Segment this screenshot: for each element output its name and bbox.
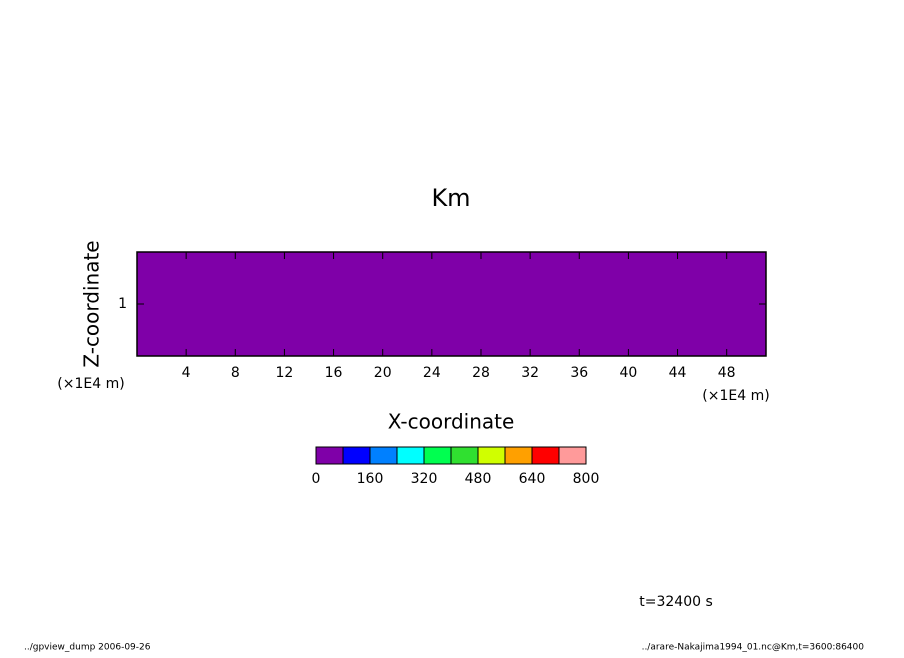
colorbar-tick-label: 160 bbox=[357, 471, 384, 487]
x-tick-label: 28 bbox=[472, 365, 490, 381]
colorbar-box bbox=[369, 446, 398, 465]
colorbar-box bbox=[531, 446, 560, 465]
colorbar-box bbox=[477, 446, 506, 465]
colorbar-box bbox=[423, 446, 452, 465]
y-unit: (×1E4 m) bbox=[57, 376, 124, 392]
y-axis-label: Z-coordinate bbox=[80, 240, 104, 367]
colorbar-box bbox=[450, 446, 479, 465]
x-axis-label: X-coordinate bbox=[388, 410, 515, 434]
x-tick-label: 24 bbox=[423, 365, 441, 381]
chart-title: Km bbox=[431, 184, 470, 212]
x-tick-label: 48 bbox=[718, 365, 736, 381]
x-tick-label: 4 bbox=[182, 365, 191, 381]
colorbar-tick-label: 800 bbox=[573, 471, 600, 487]
y-tick-label: 1 bbox=[118, 296, 127, 312]
x-tick-label: 36 bbox=[570, 365, 588, 381]
colorbar-tick-label: 640 bbox=[519, 471, 546, 487]
x-tick-label: 12 bbox=[276, 365, 294, 381]
x-tick-label: 8 bbox=[231, 365, 240, 381]
colorbar-tick-label: 0 bbox=[312, 471, 321, 487]
x-tick-label: 40 bbox=[619, 365, 637, 381]
colorbar-tick-label: 480 bbox=[465, 471, 492, 487]
x-tick-label: 44 bbox=[669, 365, 687, 381]
colorbar-box bbox=[342, 446, 371, 465]
x-unit: (×1E4 m) bbox=[702, 388, 769, 404]
colorbar-tick-label: 320 bbox=[411, 471, 438, 487]
colorbar-box bbox=[504, 446, 533, 465]
colorbar-box bbox=[396, 446, 425, 465]
footer-left: ../gpview_dump 2006-09-26 bbox=[24, 643, 151, 653]
field-background bbox=[137, 252, 766, 356]
x-tick-label: 16 bbox=[325, 365, 343, 381]
x-tick-label: 20 bbox=[374, 365, 392, 381]
colorbar-box bbox=[558, 446, 587, 465]
time-label: t=32400 s bbox=[639, 594, 713, 610]
colorbar-box bbox=[315, 446, 344, 465]
x-tick-label: 32 bbox=[521, 365, 539, 381]
footer-right: ../arare-Nakajima1994_01.nc@Km,t=3600:86… bbox=[642, 643, 865, 653]
